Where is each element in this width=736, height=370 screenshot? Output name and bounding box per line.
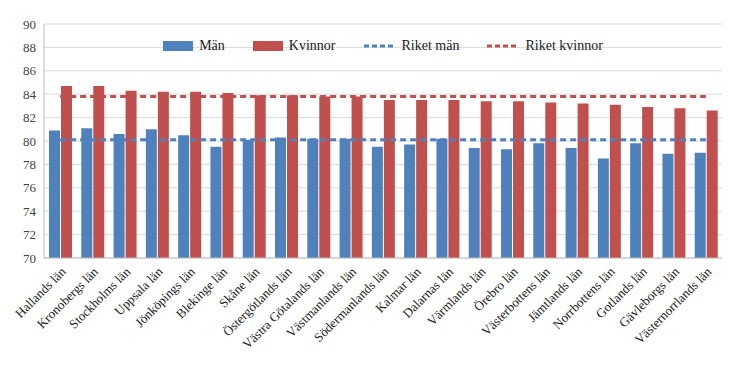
svg-text:88: 88 [23, 40, 36, 55]
svg-text:Dalarnas län: Dalarnas län [399, 264, 457, 321]
svg-text:76: 76 [23, 180, 37, 195]
svg-text:72: 72 [23, 227, 36, 242]
svg-text:Kronobergs län: Kronobergs län [33, 264, 102, 332]
svg-text:Västra Götalands län: Västra Götalands län [239, 264, 328, 352]
svg-text:Blekinge län: Blekinge län [173, 264, 231, 322]
svg-text:Östergötlands län: Östergötlands län [219, 264, 295, 340]
svg-text:Jämtlands län: Jämtlands län [524, 264, 586, 325]
svg-text:84: 84 [23, 87, 37, 102]
svg-text:Norrbottens län: Norrbottens län [549, 264, 618, 333]
svg-text:Skåne län: Skåne län [215, 264, 263, 311]
svg-text:Västernorrlands län: Västernorrlands län [632, 264, 715, 347]
svg-text:Södermanlands län: Södermanlands län [310, 264, 392, 345]
html-text:Kvinnor: Kvinnor [288, 38, 336, 53]
svg-text:80: 80 [23, 134, 36, 149]
html-text:Män: Män [199, 38, 225, 53]
svg-text:Jönköpings län: Jönköpings län [131, 264, 198, 331]
svg-text:Uppsala län: Uppsala län [111, 264, 166, 319]
svg-text:Stockholms län: Stockholms län [65, 264, 134, 332]
svg-text:90: 90 [23, 17, 36, 32]
svg-text:Gävleborgs län: Gävleborgs län [615, 264, 683, 331]
svg-text:74: 74 [23, 204, 37, 219]
svg-text:Västerbottens län: Västerbottens län [478, 264, 554, 339]
svg-text:86: 86 [23, 63, 37, 78]
svg-text:Kalmar län: Kalmar län [372, 264, 424, 316]
svg-text:Värmlands län: Värmlands län [424, 264, 489, 329]
html-text:Riket män: Riket män [401, 38, 460, 53]
html-text:Riket kvinnor: Riket kvinnor [525, 38, 603, 53]
svg-text:78: 78 [23, 157, 36, 172]
svg-text:82: 82 [23, 110, 36, 125]
svg-text:70: 70 [23, 251, 36, 266]
svg-text:Hallands län: Hallands län [12, 264, 69, 321]
svg-text:Västmanlands län: Västmanlands län [283, 264, 360, 341]
svg-text:Gotlands län: Gotlands län [592, 264, 650, 322]
svg-text:Örebro län: Örebro län [470, 264, 521, 315]
